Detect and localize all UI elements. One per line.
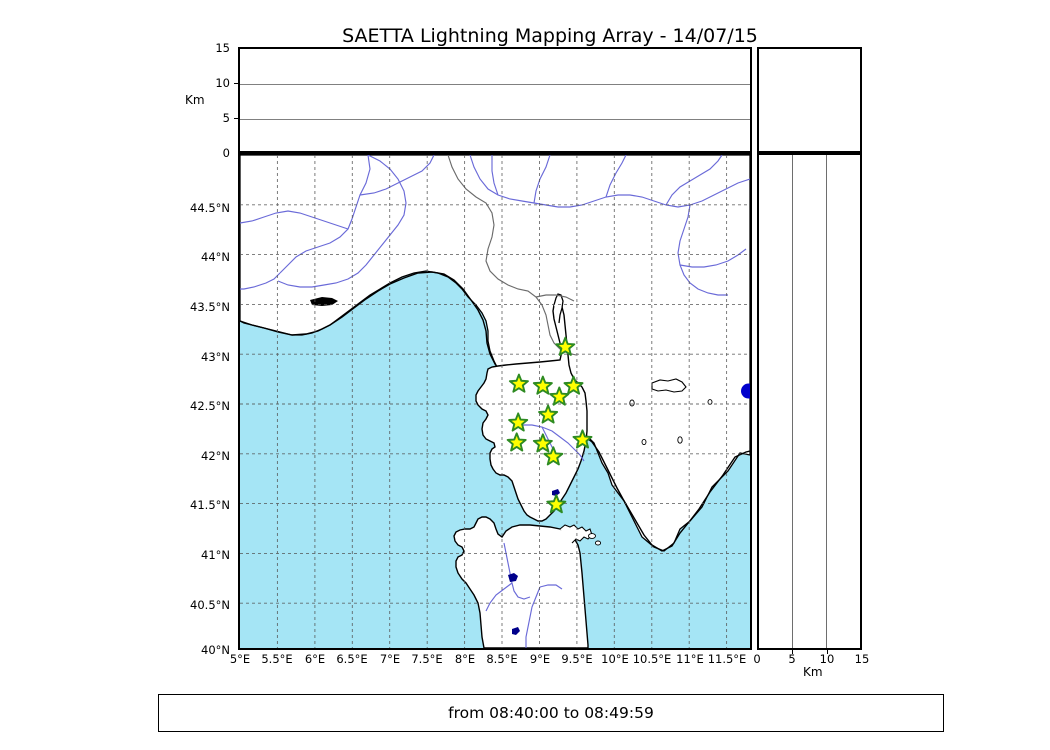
tick-map-x-10.5: 10.5°E	[632, 652, 672, 666]
tick-top-y-10: 10	[215, 76, 230, 90]
tick-map-x-8.5: 8.5°E	[486, 652, 518, 666]
lma-station-marker	[543, 446, 564, 466]
lma-station-marker	[508, 373, 529, 393]
tick-right-x-0: 0	[753, 652, 761, 666]
tickmark-top-y-10	[234, 83, 238, 84]
station-markers	[506, 336, 593, 514]
tick-map-x-6: 6°E	[304, 652, 326, 666]
gridline-alt-5	[240, 119, 750, 120]
lma-station-marker	[532, 375, 553, 395]
tick-map-x-9.5: 9.5°E	[561, 652, 593, 666]
lma-station-marker	[563, 375, 584, 395]
tick-top-y-0: 0	[222, 146, 230, 160]
tick-map-y-42: 42°N	[201, 449, 230, 463]
map-graphic	[240, 155, 750, 648]
axis-label-right-km: Km	[803, 665, 823, 679]
tick-map-y-44: 44°N	[201, 250, 230, 264]
panel-corner	[757, 47, 862, 153]
tick-top-y-5: 5	[222, 111, 230, 125]
tick-map-x-7: 7°E	[379, 652, 401, 666]
lma-station-marker	[506, 432, 527, 452]
gridline-km-10	[826, 155, 827, 648]
gridline-alt-10	[240, 84, 750, 85]
tick-map-y-44.5: 44.5°N	[190, 201, 230, 215]
tick-top-y-15: 15	[215, 41, 230, 55]
source-markers	[741, 383, 750, 399]
lma-station-marker	[546, 494, 567, 514]
tick-map-x-10: 10°E	[601, 652, 629, 666]
tick-map-y-40.5: 40.5°N	[190, 598, 230, 612]
tick-map-x-8: 8°E	[454, 652, 476, 666]
tick-right-x-15: 15	[854, 652, 870, 666]
tick-map-x-5: 5°E	[229, 652, 251, 666]
tick-map-x-6.5: 6.5°E	[336, 652, 368, 666]
panel-altitude-longitude	[238, 47, 752, 153]
lma-station-marker	[572, 429, 593, 449]
tick-map-y-41.5: 41.5°N	[190, 498, 230, 512]
tickmark-top-y-5	[234, 118, 238, 119]
panel-altitude-latitude	[757, 153, 862, 650]
tick-map-y-43: 43°N	[201, 350, 230, 364]
vhf-source-marker	[741, 383, 750, 399]
lma-station-marker	[549, 386, 570, 406]
tick-map-x-11.5: 11.5°E	[707, 652, 747, 666]
tick-map-x-11: 11°E	[676, 652, 704, 666]
lma-station-marker	[508, 412, 529, 432]
lma-station-marker	[538, 404, 559, 424]
tickmark-right-x-5	[792, 650, 793, 654]
lma-station-marker	[555, 336, 576, 356]
tick-right-x-5: 5	[788, 652, 796, 666]
lma-station-marker	[532, 433, 553, 453]
tick-map-x-7.5: 7.5°E	[411, 652, 443, 666]
tick-right-x-10: 10	[819, 652, 835, 666]
axis-label-top-km: Km	[185, 93, 205, 107]
tick-map-x-5.5: 5.5°E	[261, 652, 293, 666]
time-range-box: from 08:40:00 to 08:49:59	[158, 694, 944, 732]
tick-map-y-43.5: 43.5°N	[190, 300, 230, 314]
panel-map[interactable]	[238, 153, 752, 650]
page-title: SAETTA Lightning Mapping Array - 14/07/1…	[342, 25, 758, 47]
gridline-km-5	[792, 155, 793, 648]
tickmark-right-x-10	[827, 650, 828, 654]
tick-map-x-9: 9°E	[529, 652, 551, 666]
tick-map-y-41: 41°N	[201, 548, 230, 562]
tick-map-y-42.5: 42.5°N	[190, 399, 230, 413]
tick-map-y-40: 40°N	[201, 643, 230, 657]
time-range-label: from 08:40:00 to 08:49:59	[448, 704, 654, 722]
